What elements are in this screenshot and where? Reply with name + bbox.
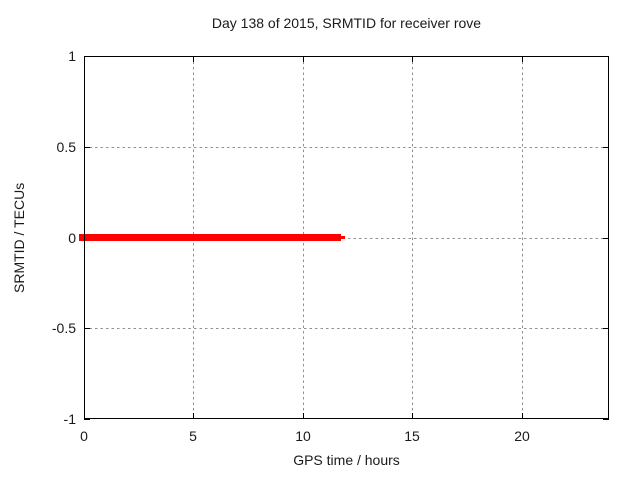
x-tick-bottom (522, 413, 523, 419)
srmtid-series-line (79, 234, 342, 241)
x-tick-label: 10 (295, 428, 311, 444)
y-tick-left (84, 147, 90, 148)
x-axis-label: GPS time / hours (293, 452, 400, 468)
y-tick-label: 0 (68, 230, 76, 246)
y-tick-label: 0.5 (56, 139, 76, 155)
gridline-vertical (412, 56, 413, 419)
y-tick-right (603, 238, 609, 239)
gridline-horizontal (84, 328, 609, 329)
x-tick-bottom (193, 413, 194, 419)
x-tick-bottom (412, 413, 413, 419)
y-tick-label: -1 (63, 411, 76, 427)
y-tick-right (603, 147, 609, 148)
x-tick-top (412, 56, 413, 62)
srmtid-series-tail (341, 236, 346, 239)
x-tick-label: 0 (80, 428, 88, 444)
gridline-vertical (522, 56, 523, 419)
x-tick-label: 15 (404, 428, 420, 444)
x-tick-top (522, 56, 523, 62)
y-tick-left (84, 328, 90, 329)
x-tick-bottom (303, 413, 304, 419)
y-tick-right (603, 56, 609, 57)
x-tick-top (303, 56, 304, 62)
y-tick-left (84, 56, 90, 57)
gridline-horizontal (84, 238, 609, 239)
y-tick-label: -0.5 (51, 320, 76, 336)
gridline-horizontal (84, 147, 609, 148)
x-tick-label: 5 (189, 428, 197, 444)
y-tick-right (603, 419, 609, 420)
x-tick-top (193, 56, 194, 62)
y-tick-left (84, 419, 90, 420)
y-tick-label: 1 (68, 48, 76, 64)
y-tick-right (603, 328, 609, 329)
chart-title: Day 138 of 2015, SRMTID for receiver rov… (211, 15, 482, 31)
x-tick-label: 20 (514, 428, 530, 444)
